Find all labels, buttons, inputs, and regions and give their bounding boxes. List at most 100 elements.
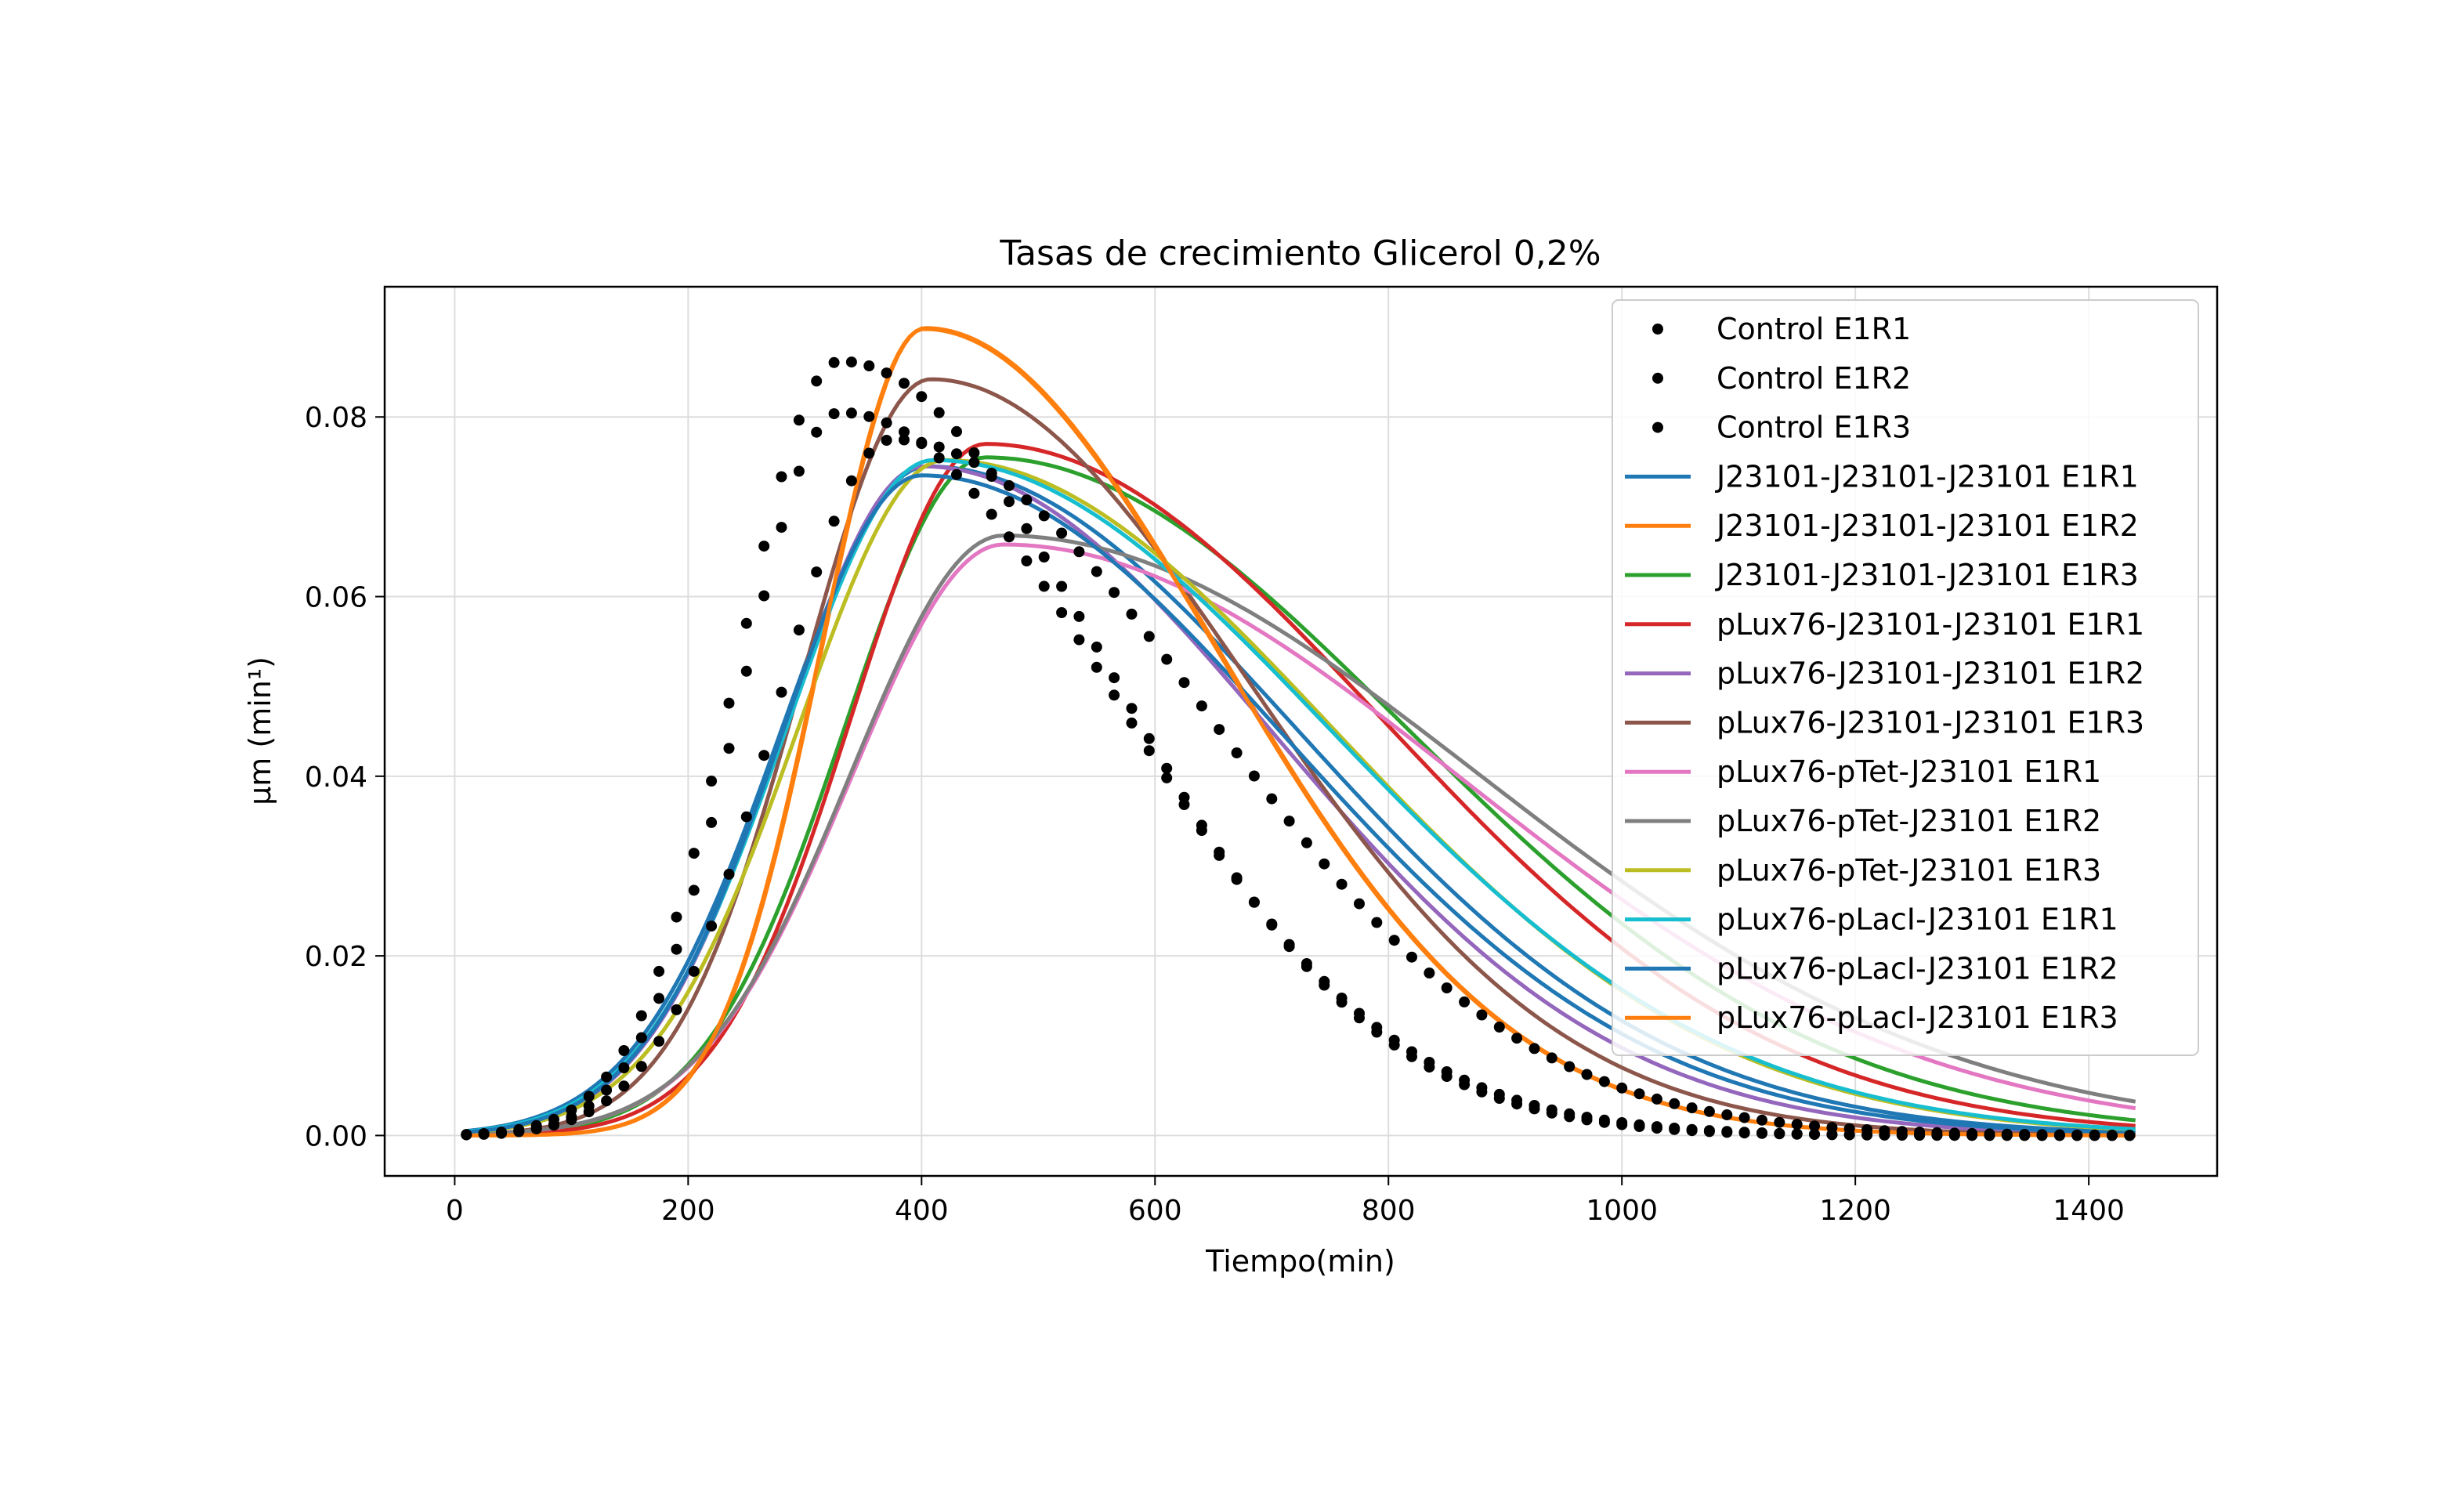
data-point: [723, 868, 735, 880]
y-tick-label: 0.06: [305, 582, 367, 614]
x-tick-label: 1400: [2053, 1195, 2125, 1227]
data-point: [2089, 1129, 2100, 1141]
data-point: [1388, 1034, 1400, 1046]
data-point: [1616, 1082, 1628, 1094]
data-point: [496, 1127, 507, 1139]
data-point: [1581, 1069, 1593, 1080]
data-point: [1581, 1112, 1593, 1123]
data-point: [1703, 1105, 1715, 1117]
data-point: [1564, 1061, 1576, 1073]
data-point: [863, 360, 875, 371]
data-point: [723, 743, 735, 754]
data-point: [1896, 1126, 1908, 1138]
data-point: [635, 1010, 647, 1022]
data-point: [1336, 993, 1348, 1004]
data-point: [899, 378, 910, 389]
chart-title: Tasas de crecimiento Glicerol 0,2%: [999, 233, 1601, 273]
data-point: [1336, 878, 1348, 890]
data-point: [635, 1061, 647, 1073]
data-point: [1178, 799, 1190, 810]
data-point: [1319, 975, 1330, 987]
y-axis-label: µm (min¹): [243, 657, 277, 805]
data-point: [740, 617, 752, 629]
data-point: [653, 965, 665, 977]
data-point: [1231, 747, 1243, 758]
data-point: [671, 943, 682, 955]
data-point: [1493, 1022, 1505, 1033]
data-point: [461, 1129, 472, 1141]
data-point: [1756, 1114, 1767, 1126]
data-point: [1686, 1123, 1698, 1135]
legend-marker: [1652, 372, 1663, 384]
data-point: [758, 590, 770, 602]
data-point: [601, 1095, 613, 1107]
data-point: [618, 1080, 630, 1092]
data-point: [1441, 982, 1453, 993]
data-point: [1283, 816, 1295, 827]
data-point: [1038, 510, 1050, 522]
data-point: [1388, 935, 1400, 946]
data-point: [1826, 1122, 1838, 1134]
legend-label: pLux76-J23101-J23101 E1R2: [1717, 657, 2144, 691]
x-axis-label: Tiempo(min): [1205, 1244, 1395, 1279]
data-point: [1948, 1127, 1960, 1139]
legend-label: Control E1R3: [1717, 411, 1911, 445]
data-point: [1651, 1121, 1662, 1133]
data-point: [671, 911, 682, 923]
data-point: [1529, 1100, 1540, 1111]
data-point: [1091, 641, 1102, 653]
data-point: [1091, 661, 1102, 673]
data-point: [1703, 1125, 1715, 1137]
data-point: [776, 522, 787, 534]
y-tick-label: 0.08: [305, 402, 367, 434]
legend-box: [1612, 299, 2199, 1056]
legend: Control E1R1 Control E1R2 Control E1R3 J231…: [1612, 299, 2199, 1056]
data-point: [583, 1106, 595, 1118]
data-point: [1021, 494, 1033, 506]
x-tick-label: 600: [1128, 1195, 1182, 1227]
legend-label: pLux76-pLacI-J23101 E1R2: [1717, 951, 2118, 986]
data-point: [881, 367, 892, 379]
data-point: [776, 686, 787, 698]
data-point: [899, 426, 910, 438]
data-point: [828, 408, 840, 420]
data-point: [1424, 968, 1435, 978]
data-point: [1493, 1088, 1505, 1100]
data-point: [653, 993, 665, 1004]
x-tick-label: 400: [895, 1195, 949, 1227]
data-point: [1021, 555, 1033, 566]
data-point: [968, 457, 980, 468]
data-point: [1143, 745, 1155, 757]
data-point: [1126, 703, 1138, 714]
x-tick-label: 1000: [1586, 1195, 1658, 1227]
data-point: [723, 697, 735, 709]
data-point: [758, 541, 770, 552]
data-point: [706, 816, 718, 828]
data-point: [758, 750, 770, 761]
data-point: [2019, 1129, 2031, 1140]
data-point: [916, 391, 928, 403]
data-point: [1126, 608, 1138, 620]
data-point: [1056, 581, 1068, 592]
data-point: [1459, 1074, 1471, 1086]
data-point: [618, 1062, 630, 1073]
data-point: [1161, 653, 1173, 665]
data-point: [863, 447, 875, 459]
legend-label: J23101-J23101-J23101 E1R1: [1715, 459, 2139, 494]
data-point: [1371, 917, 1383, 928]
data-point: [513, 1126, 525, 1138]
data-point: [863, 411, 875, 422]
data-point: [1738, 1127, 1750, 1138]
data-point: [1809, 1120, 1820, 1132]
data-point: [986, 468, 997, 479]
data-point: [811, 566, 823, 578]
data-point: [671, 1004, 682, 1015]
legend-marker: [1652, 324, 1663, 335]
data-point: [1406, 1046, 1417, 1058]
data-point: [583, 1091, 595, 1102]
data-point: [688, 884, 700, 896]
data-point: [1616, 1117, 1628, 1128]
data-point: [1091, 566, 1102, 577]
data-point: [1178, 677, 1190, 689]
